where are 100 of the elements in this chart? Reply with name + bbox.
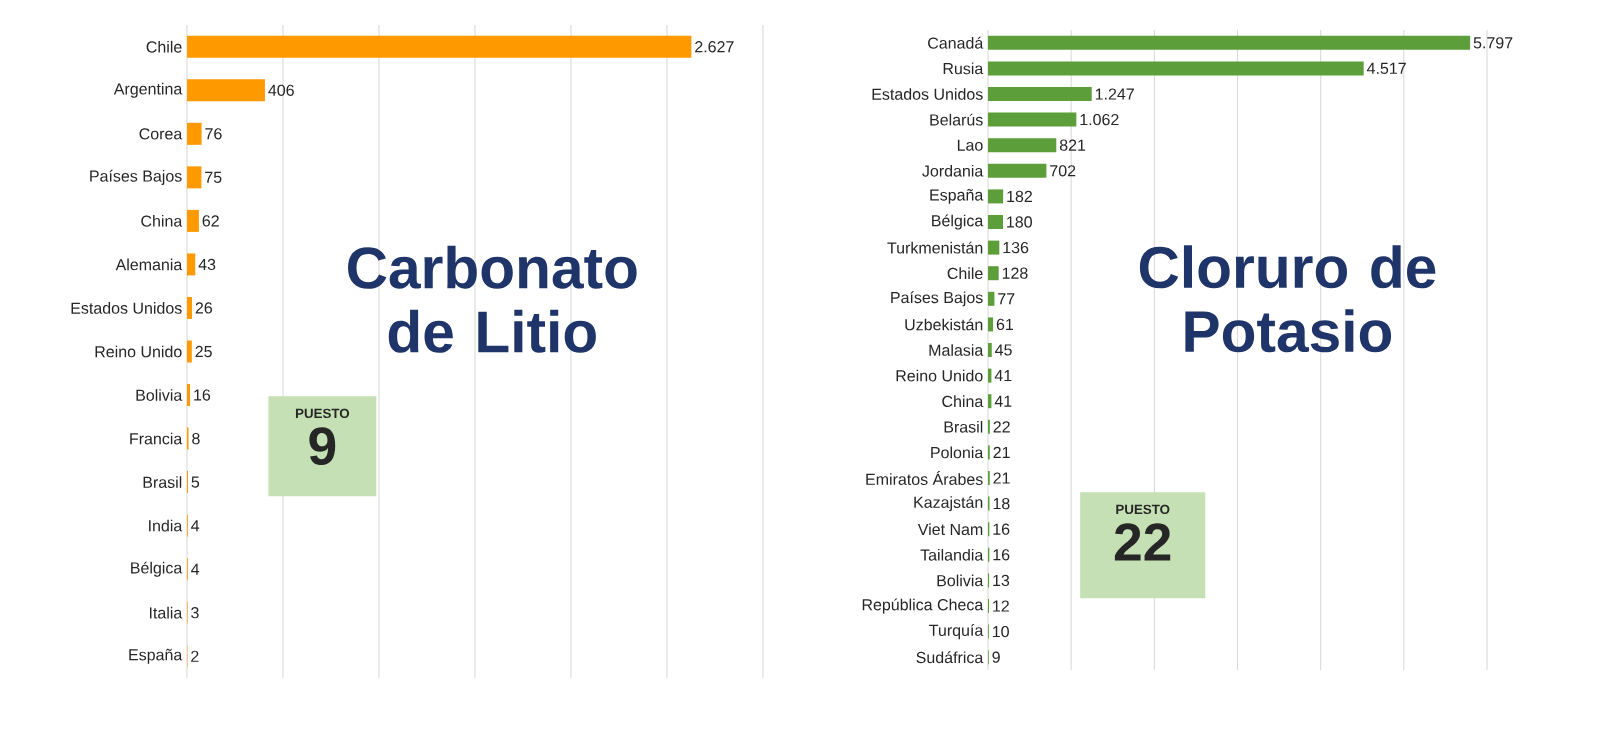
- data-label: 41: [994, 370, 1012, 382]
- bar: [187, 296, 192, 319]
- y-tick-label: Países Bajos: [90, 169, 182, 185]
- y-tick-label: China: [942, 395, 984, 408]
- y-tick-label: Chile: [947, 267, 983, 280]
- data-label: 182: [1007, 190, 1032, 203]
- y-tick-label: Lao: [957, 139, 983, 151]
- bar: [988, 215, 1003, 229]
- y-tick-label: Kazajstán: [914, 496, 983, 512]
- data-label: 1.247: [1095, 88, 1134, 100]
- data-label: 2: [191, 650, 199, 662]
- bar: [187, 384, 191, 407]
- bar: [187, 166, 202, 189]
- y-tick-label: Canadá: [928, 36, 984, 49]
- data-label: 9: [992, 651, 1000, 663]
- data-label: 16: [194, 389, 211, 401]
- data-label: 45: [995, 344, 1012, 356]
- y-tick-label: España: [930, 189, 984, 204]
- data-label: 4.517: [1366, 62, 1406, 74]
- y-tick-label: Tailandia: [920, 548, 984, 561]
- y-tick-label: Polonia: [931, 446, 984, 459]
- data-label: 26: [195, 302, 213, 314]
- bar: [988, 189, 1004, 204]
- data-label: 821: [1059, 139, 1086, 151]
- text: Carbonato de Litio: [348, 245, 637, 353]
- data-label: 406: [268, 84, 294, 96]
- data-label: 136: [1003, 241, 1029, 254]
- annotation: PUESTO: [1116, 504, 1170, 515]
- bar: [988, 317, 994, 332]
- bar: [187, 253, 196, 276]
- data-label: 128: [1002, 267, 1028, 279]
- y-tick-label: Belarús: [930, 113, 983, 126]
- y-tick-label: Bolivia: [136, 389, 183, 401]
- data-label: 43: [198, 258, 216, 271]
- y-tick-label: Francia: [130, 432, 183, 445]
- data-label: 18: [993, 497, 1010, 510]
- data-label: 61: [996, 318, 1014, 331]
- bar: [187, 35, 692, 58]
- bar: [187, 122, 202, 145]
- data-label: 10: [992, 625, 1009, 638]
- y-tick-label: Brasil: [944, 420, 983, 433]
- y-tick-label: Alemania: [115, 258, 183, 271]
- y-tick-label: Estados Unidos: [71, 302, 182, 314]
- bar: [988, 35, 1471, 50]
- data-label: 3: [191, 607, 199, 619]
- bar: [988, 240, 1000, 255]
- y-tick-label: España: [129, 648, 183, 664]
- bar: [988, 87, 1092, 101]
- y-tick-label: Estados Unidos: [872, 88, 983, 100]
- y-tick-label: Bélgica: [131, 561, 183, 577]
- text: Cloruro de Potasio: [1139, 245, 1436, 353]
- bar: [988, 343, 992, 357]
- data-label: 4: [191, 520, 200, 532]
- annotation: 22: [1114, 523, 1171, 561]
- annotation: PUESTO: [295, 408, 350, 419]
- data-label: 25: [195, 345, 212, 358]
- data-label: 8: [192, 432, 200, 445]
- data-label: 41: [994, 395, 1012, 407]
- data-label: 62: [202, 215, 219, 227]
- y-tick-label: Sudáfrica: [916, 651, 984, 664]
- data-label: 13: [993, 574, 1010, 587]
- y-tick-label: Bolivia: [937, 574, 984, 587]
- data-label: 21: [993, 446, 1010, 458]
- y-tick-label: Viet Nam: [917, 523, 983, 536]
- y-tick-label: Rusia: [943, 62, 984, 75]
- bar: [187, 79, 265, 102]
- y-tick-label: Reino Unido: [95, 345, 182, 358]
- bar: [988, 266, 999, 281]
- y-tick-label: India: [149, 519, 183, 532]
- y-tick-label: Bélgica: [932, 214, 984, 230]
- y-tick-label: Turkmenistán: [887, 241, 983, 254]
- y-tick-label: Corea: [139, 128, 183, 140]
- data-label: 16: [993, 549, 1010, 561]
- data-label: 21: [993, 472, 1010, 484]
- y-tick-label: Turquía: [929, 624, 984, 640]
- y-tick-label: Italia: [149, 606, 183, 619]
- data-label: 180: [1007, 216, 1032, 228]
- data-label: 16: [993, 523, 1010, 535]
- y-tick-label: Argentina: [113, 82, 183, 98]
- data-label: 4: [191, 563, 200, 575]
- y-tick-label: Malasia: [929, 344, 984, 356]
- bar: [988, 138, 1057, 153]
- bar: [988, 163, 1047, 178]
- data-label: 22: [993, 421, 1010, 433]
- bar: [988, 291, 995, 306]
- y-tick-label: Países Bajos: [891, 291, 983, 307]
- bar: [988, 61, 1364, 76]
- data-label: 2.627: [695, 41, 734, 53]
- annotation: 9: [309, 427, 336, 466]
- y-tick-label: China: [141, 215, 183, 227]
- data-label: 75: [205, 171, 222, 183]
- bar: [988, 112, 1077, 127]
- y-tick-label: Emiratos Árabes: [866, 471, 983, 486]
- data-label: 76: [205, 128, 222, 140]
- y-tick-label: Brasil: [143, 476, 182, 488]
- data-label: 12: [993, 600, 1009, 612]
- bar: [187, 340, 192, 363]
- data-label: 702: [1050, 165, 1076, 177]
- y-tick-label: Reino Unido: [896, 369, 983, 382]
- data-label: 77: [998, 293, 1015, 305]
